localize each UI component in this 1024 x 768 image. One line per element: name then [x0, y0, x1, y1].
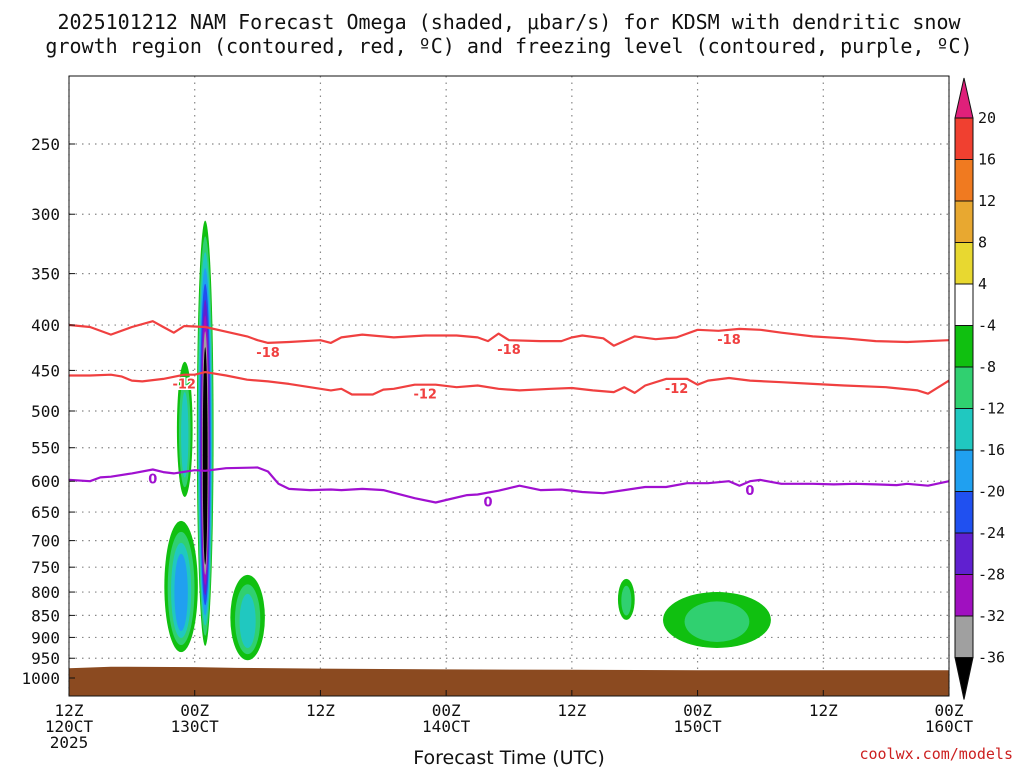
colorbar-segment — [954, 366, 974, 409]
chart-title-line-1: 2025101212 NAM Forecast Omega (shaded, μ… — [57, 10, 961, 34]
y-tick-label: 800 — [31, 583, 60, 602]
omega-shaded-area — [621, 585, 632, 616]
temperature-contours: -18 -18 -18 -12 -12 -12 0 0 0 — [68, 320, 950, 512]
colorbar-tick-label: -28 — [978, 566, 1005, 584]
contour-line — [69, 371, 950, 396]
contour-label: -12 — [413, 388, 437, 403]
x-tick-label: 140CT — [422, 717, 471, 736]
colorbar-segment — [954, 283, 974, 326]
colorbar-tick-label: 16 — [978, 151, 996, 169]
colorbar: 20 16 12 8 4 -4 -8 -12 -16 -20 -24 -28 -32 -36 — [954, 77, 1005, 700]
colorbar-segment — [954, 159, 974, 202]
omega-shaded-area — [239, 593, 256, 649]
colorbar-segment — [954, 242, 974, 285]
colorbar-tick-label: 4 — [978, 275, 987, 293]
colorbar-segment — [954, 117, 974, 160]
colorbar-segment — [954, 615, 974, 658]
y-tick-label: 1000 — [21, 669, 60, 688]
terrain-surface — [69, 666, 949, 696]
colorbar-segment — [954, 200, 974, 243]
colorbar-segment — [954, 532, 974, 575]
colorbar-segment — [954, 408, 974, 451]
colorbar-tick-label: -16 — [978, 441, 1005, 459]
y-tick-label: 550 — [31, 439, 60, 458]
y-tick-label: 600 — [31, 472, 60, 491]
x-tick-label: 160CT — [925, 717, 974, 736]
y-tick-label: 750 — [31, 558, 60, 577]
colorbar-tick-label: -20 — [978, 483, 1005, 501]
y-tick-label: 850 — [31, 606, 60, 625]
y-tick-label: 400 — [31, 316, 60, 335]
omega-shading — [164, 220, 771, 661]
x-tick-label: 2025 — [50, 733, 89, 752]
colorbar-top-triangle — [954, 77, 974, 119]
x-tick-label: 120CT — [45, 717, 94, 736]
colorbar-segment — [954, 449, 974, 492]
y-tick-label: 350 — [31, 265, 60, 284]
colorbar-tick-label: -12 — [978, 400, 1005, 418]
credit-text: coolwx.com/models — [859, 745, 1013, 763]
chart-title-line-2: growth region (contoured, red, ºC) and f… — [45, 34, 972, 58]
y-tick-label: 500 — [31, 402, 60, 421]
x-tick-label: 00Z — [432, 701, 461, 720]
contour-line — [68, 320, 950, 347]
contour-label: -18 — [256, 346, 280, 361]
colorbar-tick-label: 20 — [978, 109, 996, 127]
x-tick-label: 150CT — [673, 717, 722, 736]
contour-label: 0 — [484, 496, 493, 511]
contour-label: 0 — [148, 472, 157, 487]
colorbar-tick-label: 12 — [978, 192, 996, 210]
plot-frame — [68, 75, 950, 697]
omega-shaded-area — [174, 553, 188, 631]
contour-label: -12 — [665, 382, 689, 397]
terrain-fill — [69, 666, 949, 696]
x-tick-label: 00Z — [180, 701, 209, 720]
colorbar-bottom-triangle — [954, 657, 974, 700]
x-tick-label: 12Z — [557, 701, 586, 720]
x-tick-label: 12Z — [55, 701, 84, 720]
colorbar-segment — [954, 491, 974, 534]
colorbar-tick-label: -24 — [978, 524, 1005, 542]
x-tick-label: 00Z — [935, 701, 964, 720]
colorbar-segment — [954, 325, 974, 368]
colorbar-tick-label: 8 — [978, 234, 987, 252]
y-tick-label: 250 — [31, 135, 60, 154]
colorbar-tick-label: -32 — [978, 607, 1005, 625]
y-tick-label: 700 — [31, 532, 60, 551]
contour-label: -12 — [172, 378, 196, 393]
colorbar-tick-label: -8 — [978, 358, 996, 376]
y-tick-label: 900 — [31, 628, 60, 647]
omega-shaded-area — [181, 391, 189, 478]
y-tick-label: 950 — [31, 649, 60, 668]
contour-label: 0 — [745, 484, 754, 499]
contour-label: -18 — [717, 333, 741, 348]
x-tick-label: 00Z — [683, 701, 712, 720]
colorbar-tick-label: -36 — [978, 649, 1005, 667]
omega-shaded-area — [202, 347, 208, 565]
colorbar-segment — [954, 574, 974, 617]
x-axis-label: Forecast Time (UTC) — [413, 747, 604, 768]
contour-line — [68, 466, 950, 504]
contour-label: -18 — [497, 343, 521, 358]
y-tick-label: 650 — [31, 503, 60, 522]
x-tick-label: 130CT — [171, 717, 220, 736]
colorbar-tick-label: -4 — [978, 317, 996, 335]
omega-shaded-area — [684, 601, 750, 642]
y-axis: 250 300 350 400 450 500 550 600 650 700 750 800 850 9… — [21, 135, 75, 688]
x-tick-label: 12Z — [809, 701, 838, 720]
x-tick-label: 12Z — [306, 701, 335, 720]
y-tick-label: 300 — [31, 205, 60, 224]
y-tick-label: 450 — [31, 361, 60, 380]
